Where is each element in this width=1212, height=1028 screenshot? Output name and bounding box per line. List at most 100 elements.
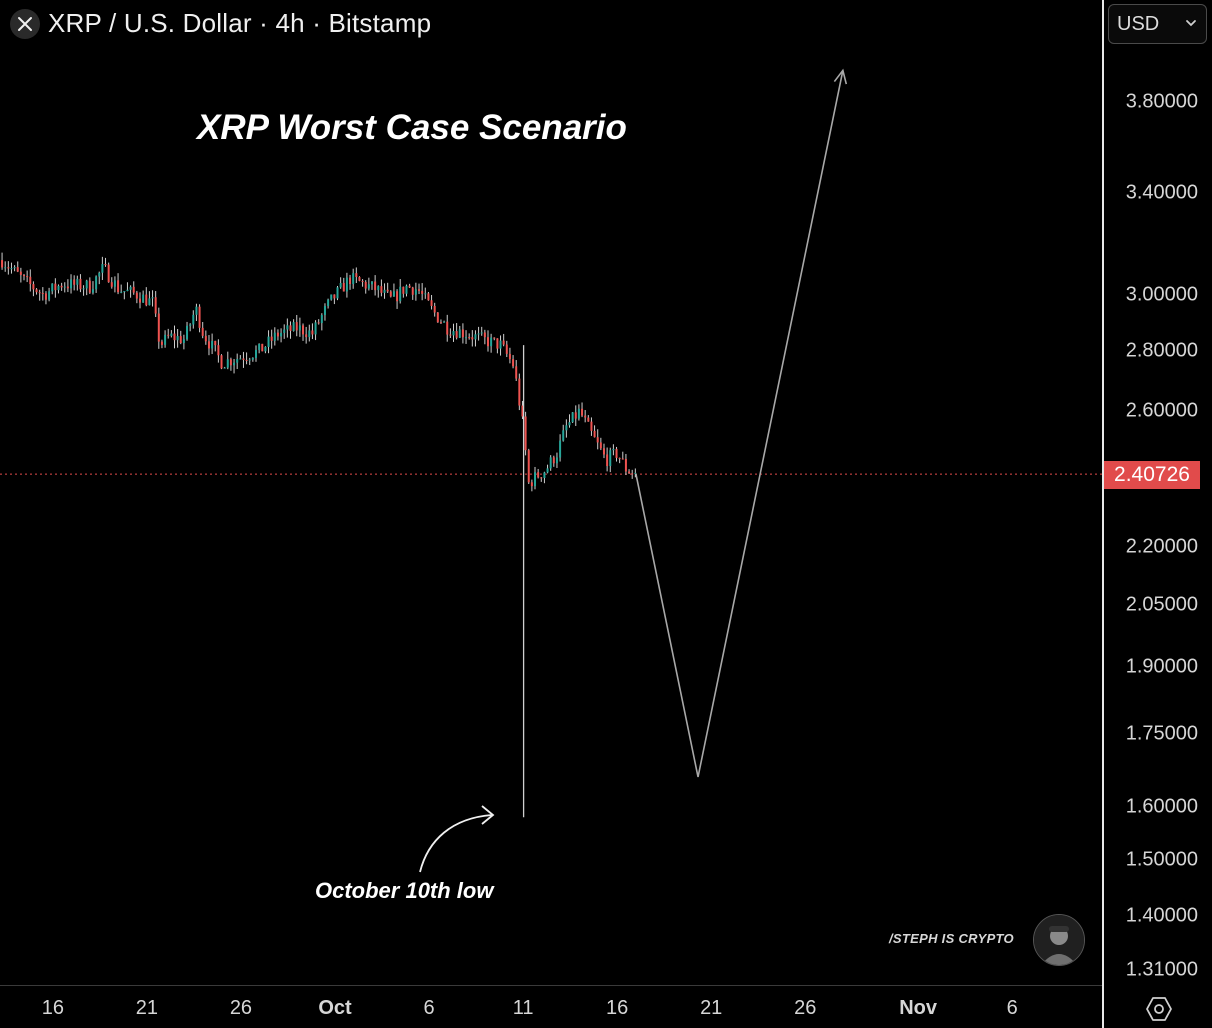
candle-body — [562, 430, 565, 441]
october-low-annotation: October 10th low — [315, 878, 494, 903]
price-tick-label: 3.40000 — [1125, 181, 1198, 204]
candle-body — [345, 277, 348, 292]
candle-body — [402, 286, 405, 294]
candle-body — [104, 264, 107, 266]
candle-body — [452, 331, 455, 336]
candle-body — [38, 292, 41, 294]
candle-body — [154, 297, 157, 314]
price-tick-label: 1.50000 — [1125, 848, 1198, 871]
current-price-tag: 2.40726 — [1104, 461, 1200, 489]
candle-body — [628, 471, 631, 474]
candle-body — [79, 278, 82, 290]
candle-body — [505, 344, 508, 354]
candle-body — [32, 284, 35, 290]
candle-body — [60, 285, 63, 288]
candle-body — [327, 299, 330, 307]
time-tick-label: Nov — [899, 997, 938, 1019]
price-tick-label: 2.80000 — [1125, 339, 1198, 362]
candle-body — [23, 274, 26, 277]
candle-body — [145, 294, 148, 306]
price-tick-label: 2.05000 — [1125, 593, 1198, 616]
chart-plot-area[interactable] — [0, 0, 1102, 985]
settings-button[interactable] — [1144, 994, 1174, 1024]
candle-body — [552, 457, 555, 464]
symbol-title[interactable]: XRP / U.S. Dollar · 4h · Bitstamp — [48, 8, 432, 38]
candle-body — [157, 313, 160, 342]
candle-body — [57, 285, 60, 291]
candle-body — [245, 359, 248, 361]
candle-body — [132, 286, 135, 293]
candle-body — [486, 337, 489, 347]
candle-body — [123, 291, 126, 293]
candle-body — [493, 337, 496, 339]
candle-body — [54, 283, 57, 291]
candle-body — [19, 271, 22, 275]
time-tick-label: 6 — [423, 997, 435, 1019]
candle-body — [173, 333, 176, 341]
candle-body — [549, 457, 552, 469]
candle-body — [264, 346, 267, 352]
candle-body — [139, 298, 142, 303]
candle-body — [364, 281, 367, 289]
candle-body — [446, 321, 449, 335]
candle-body — [618, 457, 621, 459]
candle-body — [320, 315, 323, 324]
candle-body — [349, 277, 352, 285]
candle-body — [455, 331, 458, 338]
candle-body — [204, 335, 207, 342]
currency-select[interactable]: USD — [1108, 4, 1207, 44]
time-tick-label: 21 — [135, 997, 159, 1019]
candle-body — [248, 359, 251, 361]
candle-body — [424, 293, 427, 295]
candle-body — [117, 280, 120, 293]
candle-body — [305, 334, 308, 338]
candle-body — [292, 322, 295, 331]
candle-body — [515, 366, 518, 379]
chevron-down-icon — [1186, 20, 1196, 27]
candle-body — [82, 288, 85, 290]
time-tick-label: 26 — [794, 997, 817, 1019]
candle-body — [164, 334, 167, 345]
candle-body — [189, 324, 192, 326]
chart-title: XRP Worst Case Scenario — [197, 108, 627, 147]
candle-body — [396, 291, 399, 302]
candle-body — [596, 437, 599, 443]
candle-body — [624, 458, 627, 472]
candle-body — [439, 322, 442, 324]
candle-body — [207, 341, 210, 349]
candle-body — [559, 440, 562, 458]
close-button[interactable] — [10, 9, 40, 39]
candle-body — [358, 277, 361, 281]
candle-body — [179, 336, 182, 344]
time-tick-label: Oct — [318, 997, 352, 1019]
candle-body — [283, 329, 286, 333]
candle-body — [471, 337, 474, 340]
candle-body — [98, 272, 101, 277]
candle-body — [399, 286, 402, 302]
candle-body — [239, 358, 242, 360]
candle-body — [512, 359, 515, 367]
candle-body — [436, 312, 439, 323]
candle-body — [502, 340, 505, 345]
candle-body — [1, 260, 4, 268]
candle-body — [414, 289, 417, 295]
candle-body — [367, 284, 370, 289]
candle-body — [120, 291, 123, 293]
time-tick-label: 26 — [229, 997, 253, 1019]
candle-body — [170, 333, 173, 336]
candle-body — [214, 340, 217, 346]
close-icon — [18, 17, 32, 31]
candle-body — [48, 291, 51, 300]
candle-body — [63, 286, 66, 288]
price-tick-label: 3.80000 — [1125, 90, 1198, 113]
candle-body — [270, 336, 273, 341]
candle-body — [577, 408, 580, 419]
price-tick-label: 1.90000 — [1125, 655, 1198, 678]
candle-body — [182, 339, 185, 344]
candle-body — [35, 289, 38, 293]
candle-body — [195, 306, 198, 315]
candle-body — [499, 340, 502, 349]
candle-body — [615, 448, 618, 458]
candle-body — [555, 457, 558, 464]
